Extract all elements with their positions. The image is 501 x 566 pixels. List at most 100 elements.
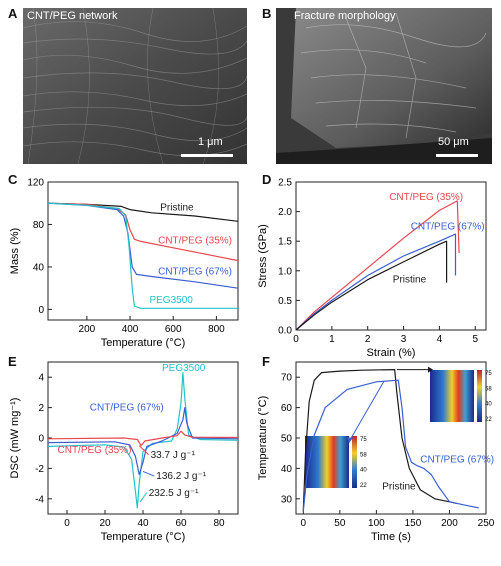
y-tick-label: 0 (38, 305, 44, 316)
annotation-label: 33.7 J g⁻¹ (151, 450, 196, 461)
thermal-inset-2: 75 58 40 22 (305, 436, 367, 489)
annotation-label: CNT/PEG (67%) (90, 403, 164, 414)
series-line-cnt-peg-35 (295, 200, 460, 331)
inset-arrowhead (428, 366, 433, 373)
x-tick-label: 100 (368, 518, 385, 529)
annotation-label: Pristine (160, 203, 194, 214)
y-tick-label: 0 (38, 434, 44, 445)
y-tick-label: 1.0 (278, 266, 292, 277)
sem-label-a: CNT/PEG network (27, 10, 118, 22)
scale-bar-a (181, 154, 233, 157)
annotation-label: PEG3500 (149, 295, 193, 306)
colorbar-tick-label: 40 (485, 402, 492, 408)
panel-letter-d: D (262, 172, 272, 187)
x-tick-label: 50 (334, 518, 346, 529)
y-tick-label: 0.5 (278, 296, 292, 307)
sem-image-cnt-network: CNT/PEG network 1 μm (23, 8, 247, 164)
series-line-peg3500 (47, 372, 239, 509)
enthalpy-arrow (139, 492, 148, 503)
plot-frame (47, 181, 239, 321)
thermal-inset-1: 75 58 40 22 (430, 370, 492, 423)
series-line-pristine (47, 202, 239, 222)
inset-arrow (349, 381, 385, 441)
chart-e: 0 20 40 60 80 -4 -2 0 2 4 Temperature (°C) DSC (mW … (9, 361, 239, 543)
x-tick-label: 3 (401, 334, 407, 345)
y-tick-label: 120 (27, 178, 44, 189)
sem-image-fracture: Fracture morphology 50 μm (276, 8, 492, 164)
series-line-cnt-peg-67 (302, 379, 479, 512)
annotation-label: CNT/PEG (67%) (411, 221, 485, 232)
thermal-image (430, 370, 474, 422)
annotation-label: CNT/PEG (67%) (158, 266, 232, 277)
series-line-cnt-peg-67 (295, 233, 457, 331)
x-tick-label: 5 (472, 334, 478, 345)
x-tick-label: 800 (208, 324, 225, 335)
thermal-image (305, 436, 349, 488)
y-tick-label: 2.0 (278, 207, 292, 218)
chart-d: 0 1 2 3 4 5 0.0 0.5 1.0 1.5 2.0 2.5 Strain (%) Stress… (257, 178, 487, 359)
annotation-label: PEG3500 (162, 363, 206, 374)
colorbar (477, 370, 482, 422)
x-tick-label: 1 (329, 334, 335, 345)
y-tick-label: 0.0 (278, 326, 292, 337)
sem-label-b: Fracture morphology (294, 10, 396, 22)
annotation-label: Pristine (393, 275, 427, 286)
annotation-label: 232.5 J g⁻¹ (149, 488, 199, 499)
series-line-cnt-peg-35 (47, 430, 239, 447)
y-axis-label: Mass (%) (9, 228, 21, 274)
x-axis-label: Strain (%) (367, 347, 416, 359)
colorbar-tick-label: 58 (360, 452, 367, 458)
annotation-label: 136.2 J g⁻¹ (156, 471, 206, 482)
colorbar-tick-label: 75 (485, 371, 492, 377)
y-tick-label: 60 (281, 403, 293, 414)
y-axis-label: Temperature (°C) (257, 396, 269, 480)
y-tick-label: 2 (38, 403, 44, 414)
annotation-label: CNT/PEG (35%) (58, 445, 132, 456)
panel-letter-b: B (262, 6, 272, 21)
chart-c: 200 400 600 800 0 40 80 120 Temperature (°C) Mass… (9, 178, 239, 349)
x-tick-label: 0 (64, 518, 70, 529)
y-tick-label: 50 (281, 434, 293, 445)
x-axis-label: Temperature (°C) (101, 337, 185, 349)
y-tick-label: 80 (33, 220, 45, 231)
y-tick-label: 70 (281, 373, 293, 384)
x-tick-label: 80 (213, 518, 225, 529)
x-tick-label: 4 (437, 334, 443, 345)
colorbar-tick-label: 22 (360, 483, 367, 489)
x-tick-label: 150 (405, 518, 422, 529)
y-tick-label: 40 (33, 262, 45, 273)
series-line-cnt-peg-67 (47, 407, 239, 476)
colorbar-tick-label: 40 (360, 468, 367, 474)
y-tick-label: 4 (38, 373, 44, 384)
inset-arrowhead (347, 437, 353, 443)
y-tick-label: 2.5 (278, 178, 292, 189)
panel-letter-a: A (8, 6, 18, 21)
scale-bar-b (436, 154, 478, 157)
panel-letter-f: F (262, 354, 270, 369)
colorbar-tick-label: 58 (485, 386, 492, 392)
series-line-peg3500 (47, 202, 238, 309)
x-tick-label: 200 (441, 518, 458, 529)
y-tick-label: -4 (35, 494, 44, 505)
enthalpy-arrow (138, 445, 149, 456)
colorbar-tick-label: 22 (485, 417, 492, 423)
x-tick-label: 600 (165, 324, 182, 335)
y-axis-label: DSC (mW mg⁻¹) (9, 398, 21, 479)
x-tick-label: 2 (365, 334, 371, 345)
x-tick-label: 0 (293, 334, 299, 345)
x-tick-label: 200 (79, 324, 96, 335)
x-tick-label: 250 (478, 518, 495, 529)
x-tick-label: 40 (137, 518, 149, 529)
x-tick-label: 400 (122, 324, 139, 335)
x-axis-label: Time (s) (371, 531, 411, 543)
annotation-label: CNT/PEG (35%) (389, 192, 463, 203)
scale-label-b: 50 μm (438, 136, 469, 148)
x-tick-label: 0 (301, 518, 307, 529)
series-line-pristine (295, 240, 448, 331)
colorbar (352, 436, 357, 488)
x-tick-label: 60 (175, 518, 187, 529)
annotation-label: Pristine (382, 482, 416, 493)
colorbar-tick-label: 75 (360, 437, 367, 443)
series-line-cnt-peg-67 (47, 202, 239, 289)
